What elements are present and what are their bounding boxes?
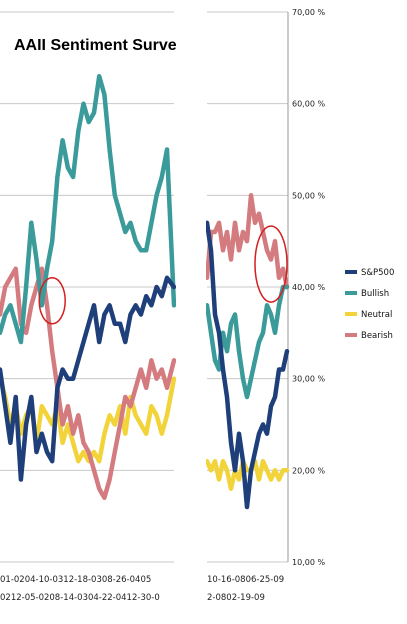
legend-label: Neutral [361,310,392,320]
annotation-circle-right [254,225,288,303]
annotation-circle-left [38,277,66,325]
series-line-bearish-left [0,266,177,501]
legend-swatch [345,270,357,274]
x-tick-left-row2: 0212-05-0208-14-0304-22-0412-30-0 [0,593,160,603]
series-line-neutral-right [204,458,290,491]
legend-swatch [345,291,357,295]
series-line-bullish-left [0,73,177,345]
legend-swatch [345,333,357,337]
y-tick-label: 30,00 % [292,375,325,384]
x-tick-left-row1: 01-0204-10-0312-18-0308-26-0405 [0,575,151,585]
y-tick-label: 70,00 % [292,8,325,17]
y-tick-label: 10,00 % [292,558,325,567]
annotation-layer [38,225,288,325]
x-tick-right-row2: 2-0802-19-09 [207,593,265,603]
y-tick-label: 40,00 % [292,283,325,292]
legend-label: Bullish [361,289,389,299]
y-axis-tick-labels: 70,00 % 60,00 % 50,00 % 40,00 % 30,00 % 20,00… [292,8,325,567]
y-tick-label: 20,00 % [292,466,325,475]
legend: S&P500 Bullish Neutral Bearish [345,268,394,341]
x-tick-right-row1: 10-16-0806-25-09 [207,575,284,585]
series-layer [0,73,290,510]
left-gridlines [0,11,174,563]
series-line-sp500-left [0,275,177,482]
series-line-sp500-right [204,220,290,510]
legend-swatch [345,312,357,316]
legend-label: S&P500 [361,268,394,278]
legend-label: Bearish [361,331,393,341]
series-line-bearish-right [204,193,290,290]
y-tick-label: 60,00 % [292,100,325,109]
y-tick-label: 50,00 % [292,191,325,200]
panel-gap [176,0,206,572]
chart-title: AAII Sentiment Surve [14,37,177,54]
